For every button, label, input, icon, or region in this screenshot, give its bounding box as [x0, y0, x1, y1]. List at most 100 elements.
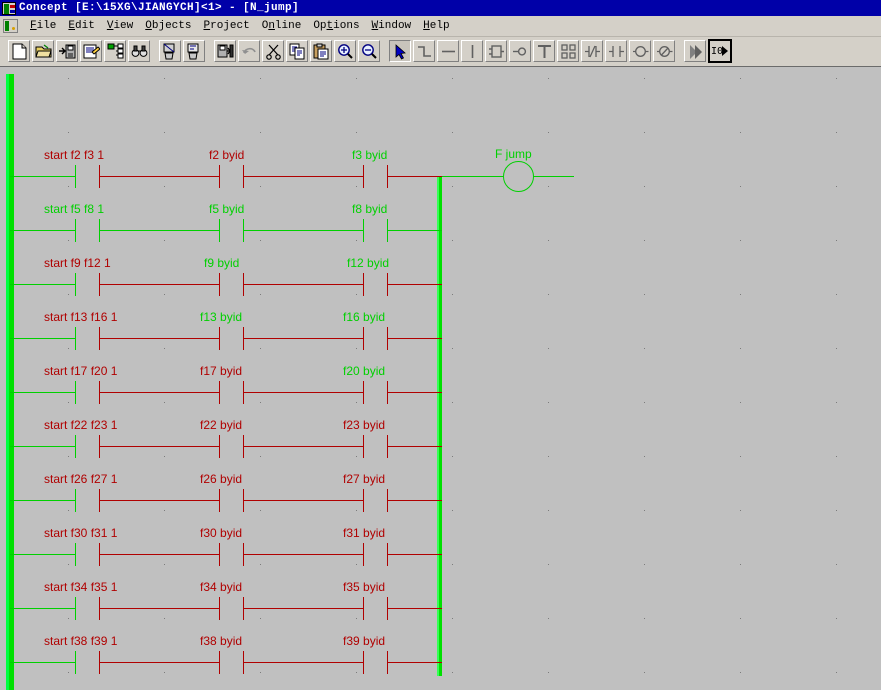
rung-9[interactable]: start f34 f35 1 f34 byid f35 byid: [0, 581, 881, 635]
rung-8[interactable]: start f30 f31 1 f30 byid f31 byid: [0, 527, 881, 581]
menu-item-objects[interactable]: Objects: [145, 20, 192, 32]
contact-3-left-bar[interactable]: [363, 327, 364, 350]
window-title: Concept [E:\15XG\JIANGYCH]<1> - [N_jump]: [19, 2, 300, 14]
contact-label-3: f16 byid: [343, 310, 386, 324]
contact-1-left-bar[interactable]: [75, 165, 76, 188]
menu-item-options[interactable]: Options: [313, 20, 360, 32]
menu-item-project[interactable]: Project: [203, 20, 250, 32]
cut-scissors-icon[interactable]: [262, 40, 284, 62]
contact-3-left-bar[interactable]: [363, 435, 364, 458]
horizontal-link-icon[interactable]: [437, 40, 459, 62]
find-binoculars-icon[interactable]: [128, 40, 150, 62]
network-tree-icon[interactable]: [104, 40, 126, 62]
paste-icon[interactable]: [310, 40, 332, 62]
rung-1[interactable]: start f2 f3 1 f2 byid f3 byid: [0, 149, 881, 203]
copy-icon[interactable]: [286, 40, 308, 62]
undo-icon[interactable]: [238, 40, 260, 62]
contact-3-left-bar[interactable]: [363, 597, 364, 620]
contact-label-1: start f2 f3 1: [44, 148, 105, 162]
wire-contact-2-to-3: [243, 230, 363, 231]
toolbar-separator-3: [381, 39, 388, 63]
corner-link-icon[interactable]: [413, 40, 435, 62]
contact-3-left-bar[interactable]: [363, 651, 364, 674]
ladder-editor-canvas[interactable]: F jump start f2 f3 1 f2 byid f3 byid start …: [0, 66, 881, 690]
contact-label-3: f12 byid: [347, 256, 390, 270]
no-contact-icon[interactable]: [605, 40, 627, 62]
contact-3-left-bar[interactable]: [363, 381, 364, 404]
wire-contact-1-to-2: [99, 554, 219, 555]
wire-rail-to-contact-1: [10, 608, 75, 609]
online-step-icon[interactable]: I0: [708, 39, 732, 63]
menu-item-online[interactable]: Online: [261, 20, 302, 32]
contact-2-left-bar[interactable]: [219, 273, 220, 296]
zoom-in-icon[interactable]: [334, 40, 356, 62]
contact-2-left-bar[interactable]: [219, 597, 220, 620]
contact-3-left-bar[interactable]: [363, 165, 364, 188]
coil-input-wire: [441, 176, 504, 177]
contact-2-left-bar[interactable]: [219, 219, 220, 242]
contact-3-left-bar[interactable]: [363, 273, 364, 296]
contact-2-left-bar[interactable]: [219, 381, 220, 404]
transition-contact-icon[interactable]: [581, 40, 603, 62]
vertical-link-icon[interactable]: [461, 40, 483, 62]
select-pointer-icon[interactable]: [389, 40, 411, 62]
contact-1-left-bar[interactable]: [75, 273, 76, 296]
contact-2-left-bar[interactable]: [219, 435, 220, 458]
toolbar-separator-1: [151, 39, 158, 63]
menu-bar: File Edit View Objects Project Online Op…: [0, 16, 881, 37]
properties-icon[interactable]: [80, 40, 102, 62]
rung-6[interactable]: start f22 f23 1 f22 byid f23 byid: [0, 419, 881, 473]
function-block-icon[interactable]: [485, 40, 507, 62]
delete-network-icon[interactable]: [183, 40, 205, 62]
contact-1-left-bar[interactable]: [75, 219, 76, 242]
contact-1-left-bar[interactable]: [75, 489, 76, 512]
menu-item-window[interactable]: Window: [371, 20, 412, 32]
text-object-icon[interactable]: [533, 40, 555, 62]
rung-10[interactable]: start f38 f39 1 f38 byid f39 byid: [0, 635, 881, 689]
contact-3-left-bar[interactable]: [363, 489, 364, 512]
grid-object-icon[interactable]: [557, 40, 579, 62]
wire-contact-3-to-bus: [387, 554, 442, 555]
menu-item-view[interactable]: View: [106, 20, 134, 32]
rung-4[interactable]: start f13 f16 1 f13 byid f16 byid: [0, 311, 881, 365]
contact-2-left-bar[interactable]: [219, 489, 220, 512]
zoom-out-icon[interactable]: [358, 40, 380, 62]
rung-2[interactable]: start f5 f8 1 f5 byid f8 byid: [0, 203, 881, 257]
contact-1-left-bar[interactable]: [75, 597, 76, 620]
contact-3-left-bar[interactable]: [363, 543, 364, 566]
menu-item-help[interactable]: Help: [423, 20, 450, 32]
short-coil-icon[interactable]: [509, 40, 531, 62]
left-power-rail-highlight: [6, 74, 9, 690]
save-to-plc-icon[interactable]: [214, 40, 236, 62]
contact-3-left-bar[interactable]: [363, 219, 364, 242]
wire-rail-to-contact-1: [10, 338, 75, 339]
menu-item-file[interactable]: File: [30, 20, 57, 32]
contact-1-left-bar[interactable]: [75, 381, 76, 404]
save-file-icon[interactable]: [56, 40, 78, 62]
delete-section-icon[interactable]: [159, 40, 181, 62]
contact-label-3: f31 byid: [343, 526, 386, 540]
contact-2-left-bar[interactable]: [219, 543, 220, 566]
rung-3[interactable]: start f9 f12 1 f9 byid f12 byid: [0, 257, 881, 311]
new-file-icon[interactable]: [8, 40, 30, 62]
menu-item-edit[interactable]: Edit: [68, 20, 95, 32]
wire-contact-2-to-3: [243, 446, 363, 447]
contact-1-left-bar[interactable]: [75, 543, 76, 566]
contact-2-left-bar[interactable]: [219, 165, 220, 188]
coil-icon[interactable]: [629, 40, 651, 62]
wire-contact-3-to-bus: [387, 446, 442, 447]
contact-label-1: start f9 f12 1: [44, 256, 111, 270]
rung-5[interactable]: start f17 f20 1 f17 byid f20 byid: [0, 365, 881, 419]
contact-2-left-bar[interactable]: [219, 327, 220, 350]
rung-7[interactable]: start f26 f27 1 f26 byid f27 byid: [0, 473, 881, 527]
step-forward-icon[interactable]: [684, 40, 706, 62]
open-file-icon[interactable]: [32, 40, 54, 62]
contact-1-left-bar[interactable]: [75, 651, 76, 674]
not-coil-icon[interactable]: [653, 40, 675, 62]
app-icon[interactable]: [2, 2, 16, 15]
rung-collector-bus: [437, 176, 442, 676]
contact-2-left-bar[interactable]: [219, 651, 220, 674]
contact-1-left-bar[interactable]: [75, 327, 76, 350]
document-system-menu-icon[interactable]: [3, 19, 18, 33]
contact-1-left-bar[interactable]: [75, 435, 76, 458]
